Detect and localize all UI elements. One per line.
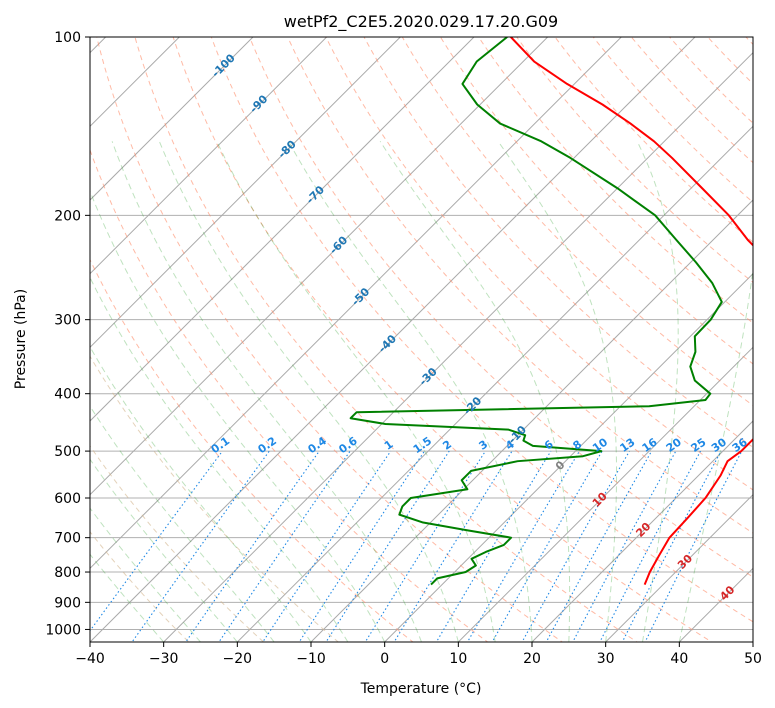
moist-adiabat-line bbox=[90, 458, 238, 642]
mixing-ratio-line bbox=[298, 450, 425, 642]
isotherm-line bbox=[90, 37, 402, 349]
moist-adiabat-line bbox=[379, 141, 571, 642]
mixing-ratio-line bbox=[435, 450, 552, 642]
isotherm-line bbox=[604, 493, 753, 642]
isotherm-line bbox=[162, 51, 753, 642]
moist-adiabat-line bbox=[90, 345, 312, 642]
y-axis: 1000 900 800 700 600 500 400 300 200 100 bbox=[45, 30, 90, 638]
moist-adiabat-line bbox=[90, 189, 386, 642]
y-tick-label: 200 bbox=[54, 208, 81, 224]
isotherm-line bbox=[531, 420, 753, 642]
moist-adiabat-line bbox=[90, 507, 201, 642]
dry-adiabat-line bbox=[592, 37, 753, 203]
mixing-ratio-line bbox=[262, 450, 392, 642]
chart-title: wetPf2_C2E5.2020.029.17.20.G09 bbox=[284, 12, 558, 32]
isotherm-line bbox=[310, 199, 753, 642]
mixing-ratio-line bbox=[131, 450, 270, 642]
x-tick-label: −10 bbox=[296, 651, 326, 667]
x-tick-label: 30 bbox=[597, 651, 615, 667]
moist-adiabat-line bbox=[90, 276, 349, 642]
mixing-ratio-line bbox=[466, 450, 580, 642]
dewpoint-trace bbox=[349, 37, 723, 586]
isotherm-line bbox=[90, 37, 254, 201]
y-tick-label: 900 bbox=[54, 595, 81, 611]
mixing-ratio-line bbox=[325, 450, 450, 642]
x-tick-label: −20 bbox=[223, 651, 253, 667]
dry-adiabat-line bbox=[90, 530, 190, 642]
x-axis: −40 −30 −20 −10 0 10 20 30 40 50 bbox=[75, 642, 762, 667]
isotherm-line bbox=[90, 37, 475, 422]
moist-adiabat-line bbox=[216, 141, 496, 642]
dry-adiabat-line bbox=[90, 258, 414, 642]
mixing-ratio-line bbox=[218, 450, 351, 642]
moist-adiabat-line bbox=[497, 141, 618, 642]
x-tick-label: 50 bbox=[744, 651, 762, 667]
x-axis-label: Temperature (°C) bbox=[360, 681, 482, 697]
dry-adiabat-line bbox=[325, 37, 753, 491]
y-axis-label: Pressure (hPa) bbox=[13, 289, 29, 389]
x-tick-label: −30 bbox=[149, 651, 179, 667]
mixing-ratio-line bbox=[491, 450, 603, 642]
x-tick-label: 0 bbox=[380, 651, 389, 667]
y-tick-label: 300 bbox=[54, 313, 81, 329]
isotherm-line bbox=[90, 37, 696, 642]
isotherm-line bbox=[383, 272, 753, 642]
x-tick-label: 40 bbox=[670, 651, 688, 667]
y-tick-label: 1000 bbox=[45, 622, 81, 638]
dry-adiabat-line bbox=[90, 148, 489, 642]
mixing-ratio-line bbox=[545, 450, 653, 642]
dry-adiabat-line bbox=[248, 37, 753, 578]
moist-adiabat-line bbox=[111, 141, 422, 642]
mixing-ratio-line bbox=[185, 450, 320, 642]
dry-adiabat-line bbox=[172, 37, 713, 642]
plot-frame bbox=[89, 36, 754, 643]
moist-adiabat-line bbox=[90, 405, 275, 642]
dry-adiabat-line bbox=[287, 37, 753, 534]
dry-adiabat-line bbox=[134, 37, 638, 642]
isotherm-line bbox=[90, 37, 181, 128]
isotherm-line bbox=[90, 37, 623, 570]
dry-adiabat-line bbox=[210, 37, 753, 623]
moist-adiabat-line bbox=[158, 141, 459, 642]
x-tick-label: −40 bbox=[75, 651, 105, 667]
moist-adiabat-line bbox=[636, 141, 679, 642]
y-tick-label: 100 bbox=[54, 30, 81, 46]
x-tick-label: 10 bbox=[449, 651, 467, 667]
isotherm-line bbox=[236, 125, 753, 642]
plot-area bbox=[90, 37, 753, 642]
y-tick-label: 500 bbox=[54, 444, 81, 460]
y-tick-label: 800 bbox=[54, 565, 81, 581]
y-tick-label: 400 bbox=[54, 387, 81, 403]
temperature-trace bbox=[510, 37, 753, 585]
x-tick-label: 20 bbox=[523, 651, 541, 667]
moist-adiabat-line bbox=[678, 265, 753, 642]
moist-adiabat-line bbox=[288, 141, 533, 642]
isotherm-line bbox=[90, 37, 549, 496]
moist-adiabat-line bbox=[90, 553, 165, 642]
mixing-ratio-line bbox=[644, 450, 743, 642]
y-tick-label: 700 bbox=[54, 531, 81, 547]
y-tick-label: 600 bbox=[54, 491, 81, 507]
isotherm-line bbox=[457, 346, 753, 642]
